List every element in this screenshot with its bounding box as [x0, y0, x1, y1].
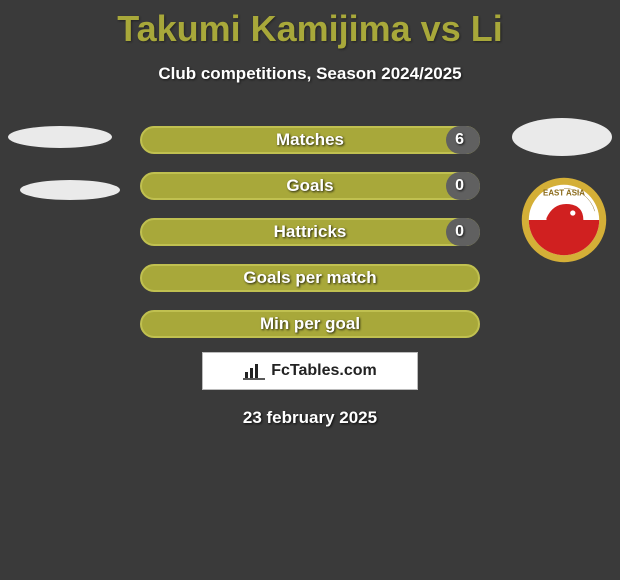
fctables-label: FcTables.com — [271, 362, 377, 380]
bar-label: Hattricks — [140, 218, 480, 246]
subtitle: Club competitions, Season 2024/2025 — [0, 64, 620, 84]
bar-label: Min per goal — [140, 310, 480, 338]
club-badge-icon: EAST ASIA — [520, 176, 608, 264]
stat-bar: Goals per match — [140, 264, 480, 292]
bar-label: Goals — [140, 172, 480, 200]
stat-bar: Min per goal — [140, 310, 480, 338]
fctables-watermark: FcTables.com — [202, 352, 418, 390]
badge-text: EAST ASIA — [543, 188, 585, 197]
stat-bar: Hattricks 0 — [140, 218, 480, 246]
stat-bar: Goals 0 — [140, 172, 480, 200]
player-left-shape-2 — [20, 180, 120, 200]
player-right-shape — [512, 118, 612, 156]
stat-bar: Matches 6 — [140, 126, 480, 154]
page-title: Takumi Kamijima vs Li — [0, 0, 620, 50]
bar-label: Goals per match — [140, 264, 480, 292]
date-label: 23 february 2025 — [0, 408, 620, 428]
bar-label: Matches — [140, 126, 480, 154]
player-right-badge: EAST ASIA — [520, 176, 608, 264]
bar-value: 0 — [455, 218, 464, 246]
bar-chart-icon — [243, 362, 265, 380]
player-left-shape-1 — [8, 126, 112, 148]
bar-value: 0 — [455, 172, 464, 200]
bar-value: 6 — [455, 126, 464, 154]
